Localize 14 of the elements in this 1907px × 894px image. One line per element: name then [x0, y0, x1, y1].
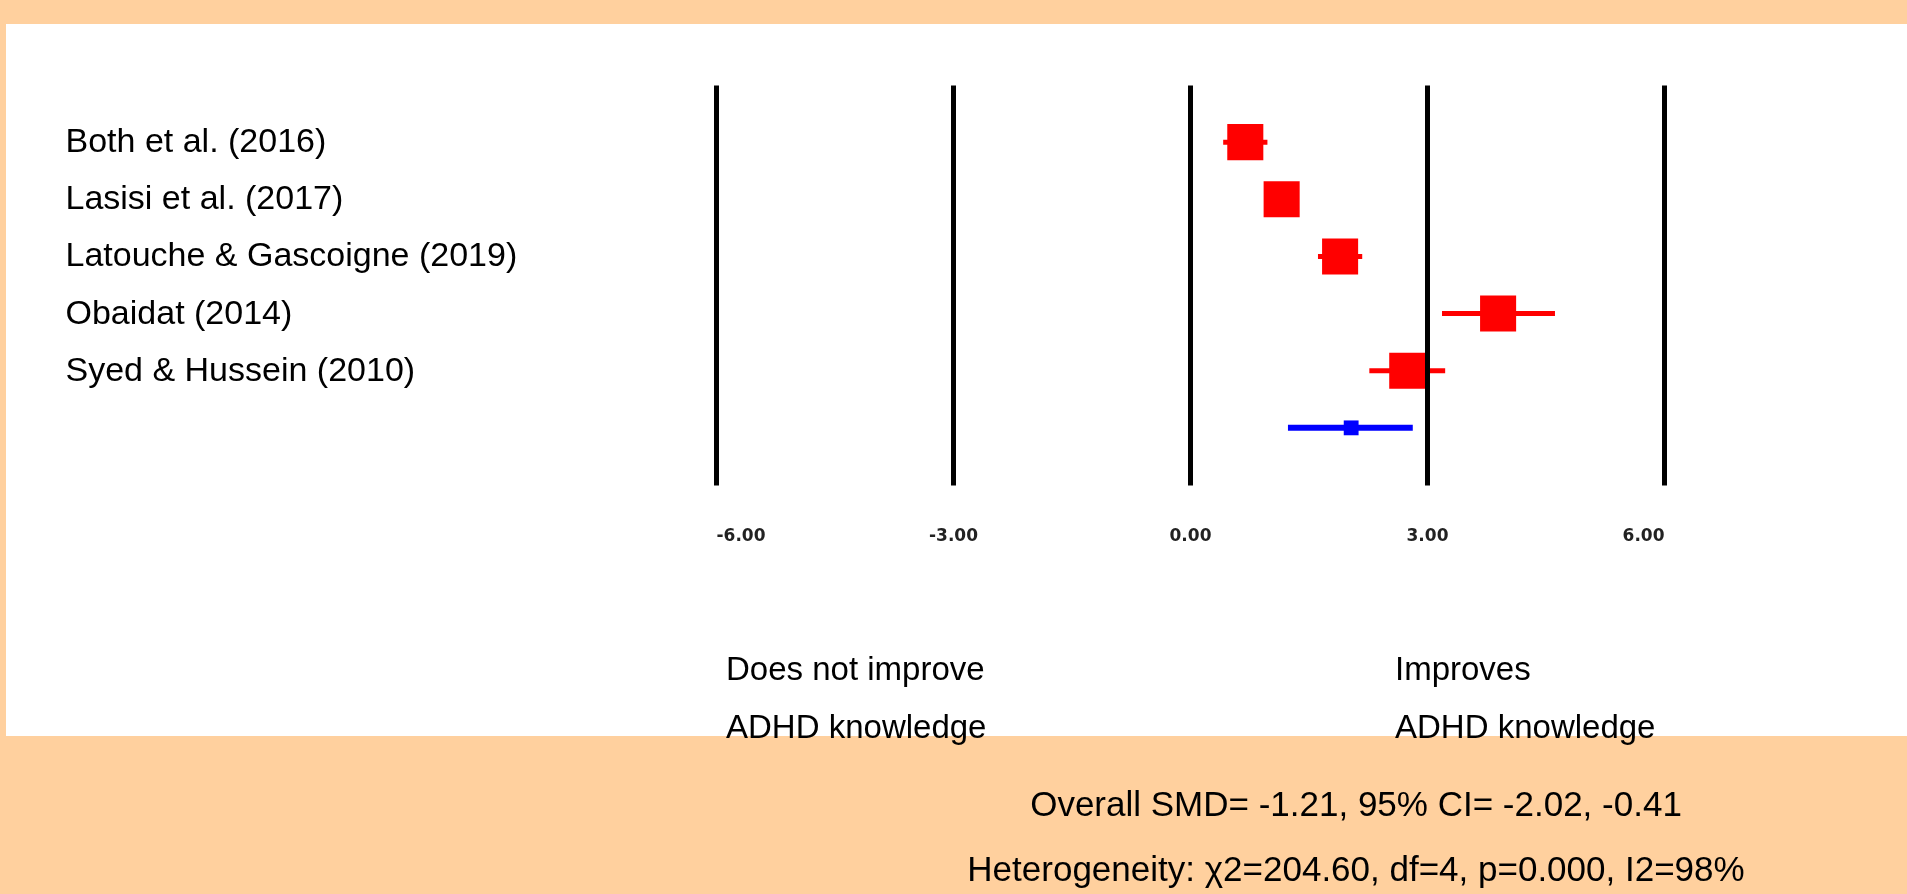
text: Overall SMD= -1.21, 95% CI= -2.02, -0.41 — [1030, 784, 1682, 823]
x-tick-label: 0.00 — [1169, 524, 1212, 545]
text: Improves ADHD knowledge — [1395, 650, 1656, 745]
x-tick-label: 3.00 — [1406, 524, 1449, 545]
y-tick-label: Obaidat (2014) — [65, 292, 293, 331]
text: Heterogeneity: χ2=204.60, df=4, p=0.000, I2=98% — [967, 849, 1745, 888]
x-tick-label: 6.00 — [1622, 524, 1665, 545]
y-tick-label: Latouche & Gascoigne (2019) — [65, 235, 518, 274]
y-tick-label: Syed & Hussein (2010) — [65, 349, 416, 388]
x-tick-label: -6.00 — [716, 524, 766, 545]
x-tick-label: -3.00 — [929, 524, 979, 545]
y-tick-label: Lasisi et al. (2017) — [65, 178, 344, 217]
y-tick-label: Both et al. (2016) — [65, 121, 327, 160]
text: Does not improve ADHD knowledge — [726, 650, 987, 745]
